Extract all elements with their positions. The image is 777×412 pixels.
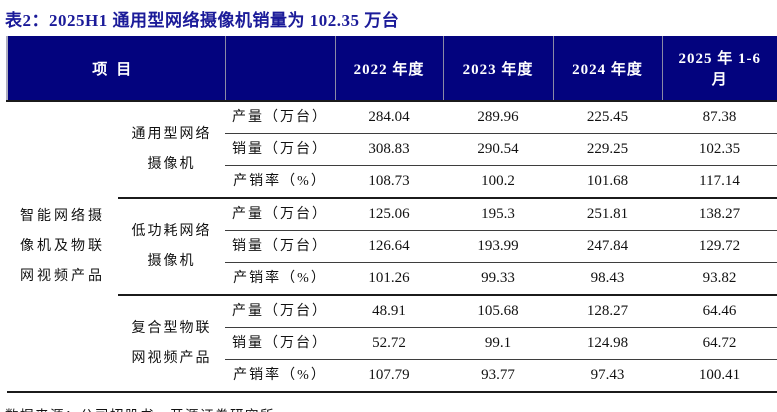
production-sales-table: 项目 2022 年度 2023 年度 2024 年度 2025 年 1-6 月 … bbox=[5, 36, 777, 393]
value-cell: 108.73 bbox=[335, 165, 444, 199]
value-cell: 290.54 bbox=[443, 133, 554, 166]
header-metric-empty bbox=[224, 36, 336, 102]
value-cell: 99.1 bbox=[443, 327, 554, 360]
value-cell: 93.82 bbox=[662, 262, 777, 296]
header-year-2024: 2024 年度 bbox=[552, 36, 663, 102]
value-cell: 229.25 bbox=[553, 133, 663, 166]
value-cell: 64.46 bbox=[662, 295, 777, 328]
value-cell: 98.43 bbox=[553, 262, 663, 296]
table-row: 产销率（%） 107.79 93.77 97.43 100.41 bbox=[7, 360, 777, 393]
metric-cell: 销量（万台） bbox=[225, 133, 336, 166]
table-row: 销量（万台） 126.64 193.99 247.84 129.72 bbox=[7, 230, 777, 263]
metric-cell: 产销率（%） bbox=[225, 165, 336, 199]
data-source-note: 数据来源：公司招股书、开源证券研究所 bbox=[5, 404, 777, 412]
value-cell: 138.27 bbox=[662, 198, 777, 231]
value-cell: 289.96 bbox=[443, 101, 554, 134]
value-cell: 225.45 bbox=[553, 101, 663, 134]
table-row: 智能网络摄像机及物联网视频产品 通用型网络摄像机 产量（万台） 284.04 2… bbox=[7, 101, 777, 284]
table-row: 复合型物联网视频产品 产量（万台） 48.91 105.68 128.27 64… bbox=[7, 295, 777, 366]
value-cell: 284.04 bbox=[335, 101, 444, 134]
value-cell: 87.38 bbox=[662, 101, 777, 134]
value-cell: 247.84 bbox=[553, 230, 663, 263]
metric-cell: 产销率（%） bbox=[225, 262, 336, 296]
table-row: 销量（万台） 308.83 290.54 229.25 102.35 bbox=[7, 133, 777, 166]
value-cell: 102.35 bbox=[662, 133, 777, 166]
value-cell: 99.33 bbox=[443, 262, 554, 296]
header-year-2023: 2023 年度 bbox=[442, 36, 554, 102]
value-cell: 126.64 bbox=[335, 230, 444, 263]
value-cell: 64.72 bbox=[662, 327, 777, 360]
value-cell: 100.2 bbox=[443, 165, 554, 199]
value-cell: 100.41 bbox=[698, 367, 741, 384]
group-cell-general: 通用型网络摄像机 bbox=[118, 101, 226, 199]
category-cell: 智能网络摄像机及物联网视频产品 bbox=[20, 208, 105, 284]
table-row: 低功耗网络摄像机 产量（万台） 125.06 195.3 251.81 138.… bbox=[7, 198, 777, 296]
group-cell-lowpower: 低功耗网络摄像机 bbox=[118, 198, 226, 296]
value-cell: 129.72 bbox=[662, 230, 777, 263]
value-cell: 93.77 bbox=[481, 367, 515, 384]
header-row: 项目 2022 年度 2023 年度 2024 年度 2025 年 1-6 月 bbox=[5, 36, 777, 102]
group-cell-composite: 复合型物联网视频产品 bbox=[131, 320, 212, 366]
value-cell: 195.3 bbox=[443, 198, 554, 231]
table-row: 销量（万台） 52.72 99.1 124.98 64.72 bbox=[7, 327, 777, 360]
metric-cell: 产量（万台） bbox=[225, 295, 336, 328]
metric-cell: 产量（万台） bbox=[225, 198, 336, 231]
value-cell: 308.83 bbox=[335, 133, 444, 166]
value-cell: 128.27 bbox=[553, 295, 663, 328]
table-row: 产销率（%） 108.73 100.2 101.68 117.14 bbox=[7, 165, 777, 199]
value-cell: 125.06 bbox=[335, 198, 444, 231]
value-cell: 101.26 bbox=[335, 262, 444, 296]
value-cell: 105.68 bbox=[443, 295, 554, 328]
metric-cell: 产销率（%） bbox=[233, 367, 327, 383]
value-cell: 107.79 bbox=[368, 367, 410, 384]
table-row: 产销率（%） 101.26 99.33 98.43 93.82 bbox=[7, 262, 777, 296]
metric-cell: 销量（万台） bbox=[225, 230, 336, 263]
value-cell: 124.98 bbox=[553, 327, 663, 360]
header-project: 项目 bbox=[5, 36, 226, 102]
header-year-2022: 2022 年度 bbox=[334, 36, 444, 102]
table-title: 表2：2025H1 通用型网络摄像机销量为 102.35 万台 bbox=[5, 11, 400, 30]
value-cell: 101.68 bbox=[553, 165, 663, 199]
value-cell: 48.91 bbox=[335, 295, 444, 328]
value-cell: 251.81 bbox=[553, 198, 663, 231]
header-period-2025h1: 2025 年 1-6 月 bbox=[661, 36, 777, 102]
value-cell: 97.43 bbox=[590, 367, 625, 384]
value-cell: 52.72 bbox=[335, 327, 444, 360]
metric-cell: 销量（万台） bbox=[225, 327, 336, 360]
value-cell: 193.99 bbox=[443, 230, 554, 263]
value-cell: 117.14 bbox=[662, 165, 777, 199]
metric-cell: 产量（万台） bbox=[225, 101, 336, 134]
